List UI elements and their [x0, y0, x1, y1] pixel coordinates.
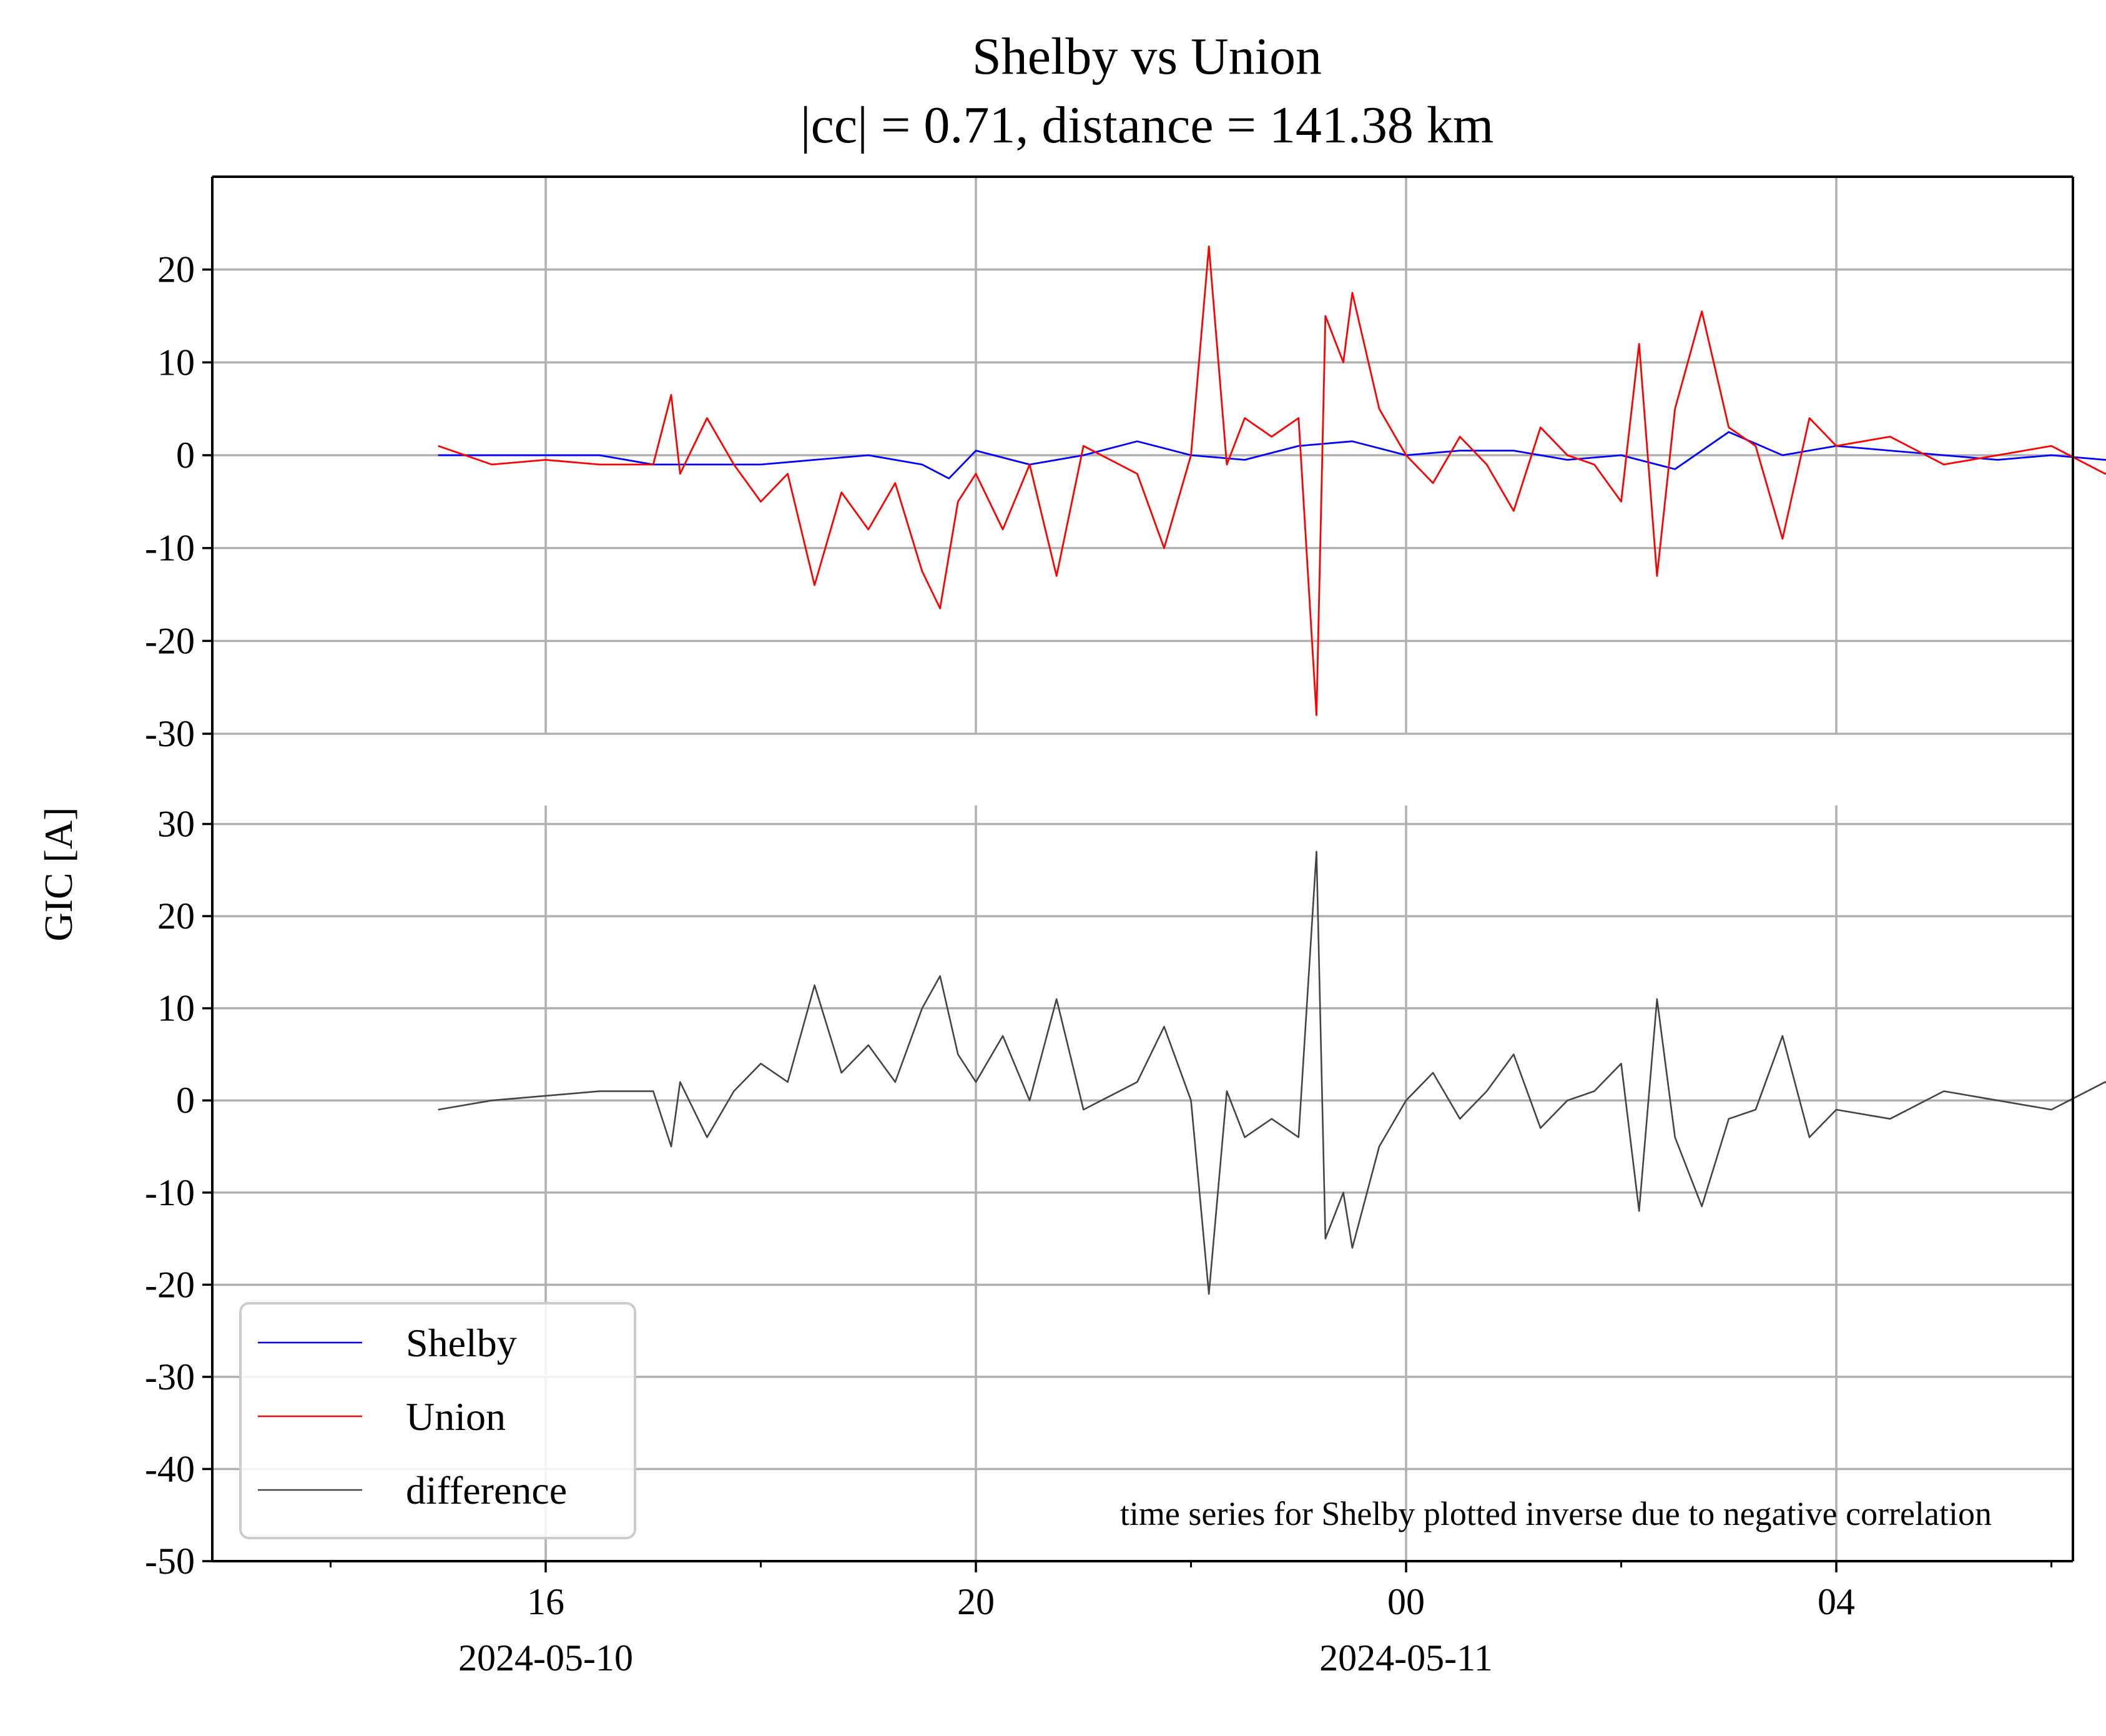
y-tick-label-bottom-0: 30: [157, 804, 195, 845]
series-line-union: [438, 245, 2106, 716]
legend-box: [239, 1302, 636, 1539]
x-date-label-0: 2024-05-10: [458, 1637, 633, 1679]
y-tick-label-top-5: -30: [145, 713, 195, 754]
y-tick-label-bottom-5: -20: [145, 1264, 195, 1305]
x-tick-label-0: 16: [527, 1581, 564, 1622]
series-line-shelby: [438, 431, 2106, 480]
series-line-difference: [438, 851, 2106, 1295]
chart-title-line1: Shelby vs Union: [972, 27, 1322, 86]
legend-label-difference: difference: [406, 1468, 567, 1512]
axes-layer: 20 10 0 -10 -20 -30 30 20 10 0 -10 -20 -30 -40 -50 16 20…: [145, 175, 2074, 1679]
chart-legend: Shelby Union difference: [239, 1302, 636, 1539]
chart-annotation: time series for Shelby plotted inverse d…: [1120, 1495, 1992, 1532]
y-tick-label-bottom-1: 20: [157, 895, 195, 937]
y-tick-label-bottom-3: 0: [176, 1080, 195, 1121]
x-tick-label-1: 20: [957, 1581, 995, 1622]
y-tick-label-top-3: -10: [145, 528, 195, 569]
y-axis-label: GIC [A]: [36, 807, 81, 941]
chart-title-line2: |cc| = 0.71, distance = 141.38 km: [800, 96, 1494, 154]
y-tick-label-bottom-4: -10: [145, 1172, 195, 1213]
grid-layer: [212, 177, 2073, 1562]
legend-label-shelby: Shelby: [406, 1321, 517, 1365]
y-tick-label-bottom-2: 10: [157, 988, 195, 1029]
y-tick-label-bottom-8: -50: [145, 1541, 195, 1582]
series-layer: [438, 245, 2106, 1295]
x-tick-label-2: 00: [1387, 1581, 1425, 1622]
y-tick-label-top-1: 10: [157, 342, 195, 383]
x-tick-label-3: 04: [1818, 1581, 1855, 1622]
y-tick-label-top-4: -20: [145, 620, 195, 661]
x-date-label-1: 2024-05-11: [1319, 1637, 1493, 1679]
y-tick-label-top-2: 0: [176, 435, 195, 476]
y-tick-label-bottom-7: -40: [145, 1448, 195, 1489]
y-tick-label-bottom-6: -30: [145, 1356, 195, 1398]
legend-label-union: Union: [406, 1394, 506, 1439]
y-tick-label-top-0: 20: [157, 249, 195, 290]
